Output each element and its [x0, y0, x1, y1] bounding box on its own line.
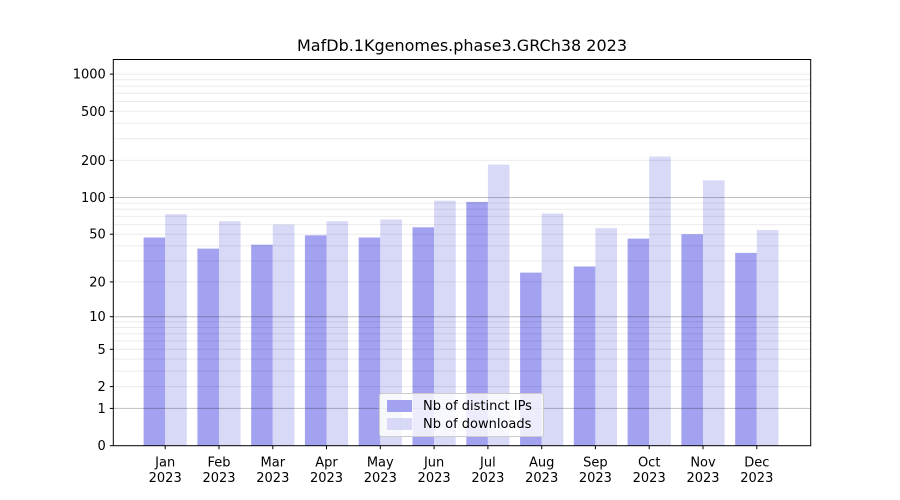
y-tick-label: 100: [81, 191, 106, 206]
y-tick-label: 0: [98, 439, 106, 454]
bar-oct-downloads: [649, 156, 671, 446]
x-tick-label-year: 2023: [256, 471, 289, 486]
x-tick-label-year: 2023: [686, 471, 719, 486]
bar-jun-downloads: [434, 200, 456, 446]
x-tick-label-year: 2023: [418, 471, 451, 486]
bar-oct-distinct-ips: [627, 238, 650, 446]
legend-label-distinct-ips: Nb of distinct IPs: [423, 398, 532, 414]
x-tick-label-month: May: [367, 456, 394, 471]
bar-jul-distinct-ips: [466, 201, 488, 446]
x-tick-label-month: Jan: [154, 456, 175, 471]
chart-title: MafDb.1Kgenomes.phase3.GRCh38 2023: [297, 36, 627, 55]
bar-mar-distinct-ips: [251, 244, 273, 446]
bar-dec-distinct-ips: [735, 252, 757, 446]
x-tick-label-year: 2023: [471, 471, 504, 486]
x-tick-label-year: 2023: [740, 471, 773, 486]
x-tick-label-year: 2023: [579, 471, 612, 486]
bar-nov-downloads: [703, 180, 725, 446]
bar-dec-downloads: [756, 230, 779, 446]
bar-jul-downloads: [487, 164, 510, 446]
axes-spines: [112, 59, 812, 447]
y-tick-label: 10: [89, 310, 106, 325]
x-tick-label-month: Mar: [261, 456, 286, 471]
bar-mar-downloads: [272, 224, 295, 446]
legend-label-downloads: Nb of downloads: [423, 416, 532, 432]
x-tick-label-month: Jun: [423, 456, 444, 471]
x-tick-label-year: 2023: [202, 471, 235, 486]
bar-aug-downloads: [541, 213, 564, 446]
y-tick-label: 1000: [73, 68, 106, 83]
x-tick-label-year: 2023: [525, 471, 558, 486]
y-tick-label: 20: [89, 275, 106, 290]
x-tick-label-month: Apr: [315, 456, 338, 471]
x-tick-label-month: Nov: [690, 456, 716, 471]
legend-item-distinct-ips: Nb of distinct IPs: [387, 398, 535, 414]
y-tick-label: 500: [81, 105, 106, 120]
x-tick-label-month: Dec: [744, 456, 769, 471]
legend-swatch-downloads: [387, 418, 412, 430]
bar-feb-distinct-ips: [197, 248, 219, 446]
bar-sep-distinct-ips: [573, 266, 596, 446]
x-tick-label-year: 2023: [149, 471, 182, 486]
y-tick-label: 1: [98, 402, 106, 417]
bar-jan-downloads: [165, 214, 187, 446]
bar-may-downloads: [380, 219, 402, 446]
bar-may-distinct-ips: [358, 237, 381, 446]
bar-feb-downloads: [219, 221, 241, 446]
bar-apr-downloads: [326, 221, 349, 446]
x-tick-label-year: 2023: [310, 471, 343, 486]
x-tick-label-month: Sep: [583, 456, 608, 471]
x-tick-label-month: Aug: [529, 456, 554, 471]
y-tick-label: 200: [81, 154, 106, 169]
x-tick-label-month: Oct: [638, 456, 660, 471]
x-tick-label-year: 2023: [364, 471, 397, 486]
bar-apr-distinct-ips: [304, 235, 327, 446]
y-tick-label: 2: [98, 380, 106, 395]
legend-item-downloads: Nb of downloads: [387, 416, 535, 432]
bar-jan-distinct-ips: [143, 237, 166, 446]
bar-sep-downloads: [595, 228, 617, 446]
x-tick-label-month: Feb: [207, 456, 230, 471]
legend-swatch-distinct-ips: [387, 400, 412, 412]
y-tick-label: 50: [89, 228, 106, 243]
bar-jun-distinct-ips: [412, 227, 435, 446]
x-tick-label-month: Jul: [479, 456, 496, 471]
legend: Nb of distinct IPs Nb of downloads: [379, 393, 544, 437]
x-tick-label-year: 2023: [633, 471, 666, 486]
y-tick-label: 5: [98, 343, 106, 358]
bar-nov-distinct-ips: [681, 234, 703, 446]
